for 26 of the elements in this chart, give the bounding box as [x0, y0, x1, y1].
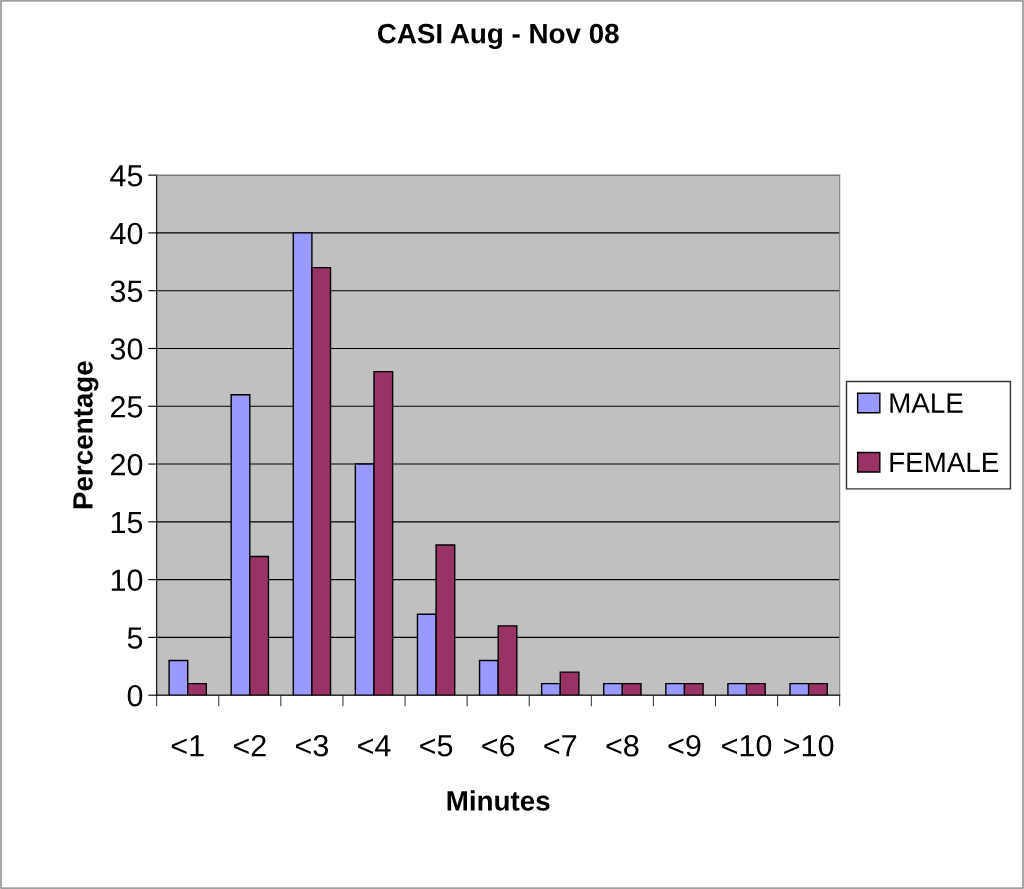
y-tick-label: 35 — [110, 280, 143, 303]
y-axis-title: Percentage — [73, 361, 99, 509]
x-tick-label: <2 — [233, 734, 266, 757]
y-tick-label: 40 — [110, 222, 143, 245]
x-tick-label: <5 — [420, 735, 453, 757]
y-tick-label: 5 — [127, 627, 143, 649]
x-tick-label: <4 — [358, 735, 391, 757]
y-tick-label: 45 — [110, 165, 143, 187]
chart-title: CASI Aug - Nov 08 — [377, 23, 619, 50]
y-tick-label: 0 — [127, 684, 143, 707]
y-tick-label: 10 — [111, 569, 143, 591]
legend-label: MALE — [890, 393, 963, 413]
x-tick-label: <6 — [482, 734, 515, 757]
y-tick-label: 15 — [111, 511, 143, 534]
y-tick-label: 25 — [111, 396, 143, 418]
x-tick-label: <3 — [295, 734, 328, 757]
x-tick-label: >10 — [784, 734, 834, 757]
x-tick-label: <8 — [606, 734, 639, 757]
x-tick-label: <1 — [171, 735, 204, 757]
y-tick-label: 30 — [110, 338, 143, 360]
legend-label: FEMALE — [890, 452, 999, 472]
y-tick-label: 20 — [111, 453, 143, 476]
x-tick-label: <10 — [722, 734, 772, 757]
x-tick-label: <7 — [544, 735, 577, 757]
x-axis-title: Minutes — [447, 790, 550, 811]
x-tick-label: <9 — [668, 734, 701, 757]
